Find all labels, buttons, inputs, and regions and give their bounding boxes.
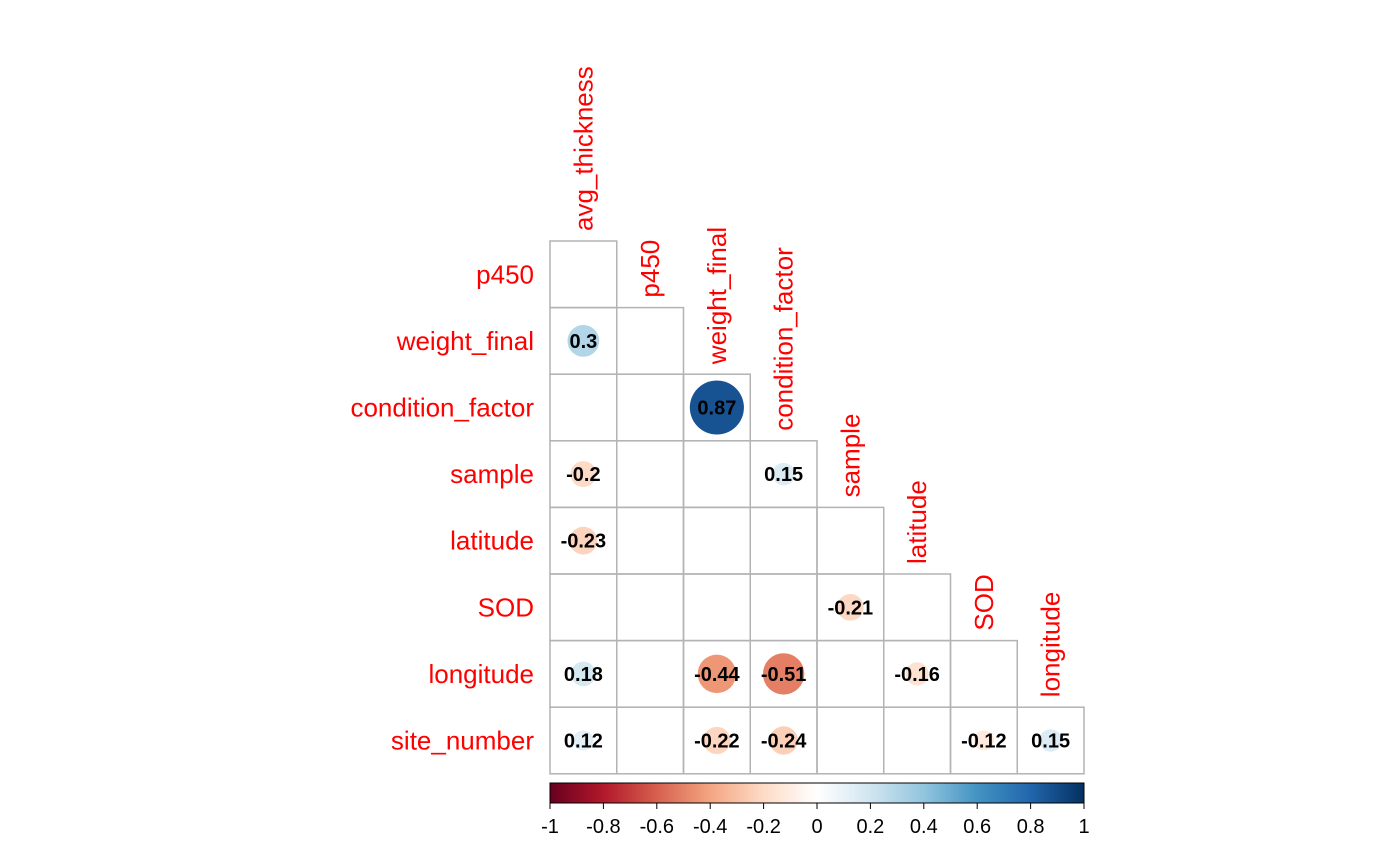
row-label-longitude: longitude: [428, 659, 534, 689]
value-label-sample-condition-factor: 0.15: [764, 464, 803, 486]
column-label-avg-thickness: avg_thickness: [568, 66, 598, 231]
cell-latitude-sample: [816, 506, 885, 575]
cell-p450-avg-thickness: [549, 240, 618, 309]
cell-condition-factor-p450: [616, 373, 685, 442]
column-label-sod: SOD: [969, 574, 999, 630]
colorbar-tick-label: -1: [541, 816, 559, 838]
value-label-site-number-condition-factor: -0.24: [761, 731, 807, 753]
colorbar-tick-label: -0.2: [746, 816, 780, 838]
value-label-site-number-avg-thickness: 0.12: [564, 731, 603, 753]
value-label-latitude-avg-thickness: -0.23: [561, 531, 607, 553]
cell-sod-p450: [616, 573, 685, 642]
circle-longitude-avg-thickness: [571, 661, 596, 687]
row-label-sample: sample: [450, 459, 534, 489]
circle-site-number-condition-factor: [769, 726, 798, 755]
cell-sod-avg-thickness: [549, 573, 618, 642]
cell-site-number-longitude: [1016, 706, 1085, 775]
cell-sod-latitude: [883, 573, 952, 642]
correlation-values: 0.3 0.87 -0.2 0.15 -0.23 -0.21 0.18 -0.44 -0.51 -…: [561, 331, 1071, 753]
cell-site-number-latitude: [883, 706, 952, 775]
circle-sample-avg-thickness: [570, 461, 597, 488]
colorbar: -1 -0.8 -0.6 -0.4 -0.2 0 0.2 0.4 0.6 0.8 1: [541, 782, 1090, 838]
row-label-condition-factor: condition_factor: [350, 393, 534, 423]
column-label-weight-final: weight_final: [702, 227, 732, 365]
value-label-sample-avg-thickness: -0.2: [566, 464, 600, 486]
value-label-site-number-weight-final: -0.22: [694, 731, 740, 753]
row-label-sod: SOD: [478, 592, 534, 622]
row-label-weight-final: weight_final: [396, 326, 534, 356]
cell-longitude-sod: [949, 639, 1018, 708]
colorbar-tick-label: 0: [811, 816, 822, 838]
cell-latitude-condition-factor: [749, 506, 818, 575]
circle-site-number-avg-thickness: [573, 730, 594, 751]
circle-condition-factor-weight-final: [689, 380, 744, 435]
cell-sample-weight-final: [682, 440, 751, 509]
circle-site-number-weight-final: [703, 726, 731, 755]
colorbar-tick-label: 1: [1078, 816, 1089, 838]
circle-sample-condition-factor: [772, 462, 795, 486]
column-label-condition-factor: condition_factor: [769, 247, 799, 431]
cell-longitude-p450: [616, 639, 685, 708]
colorbar-tick-label: 0.6: [963, 816, 991, 838]
cell-latitude-weight-final: [682, 506, 751, 575]
colorbar-tick-label: -0.8: [586, 816, 620, 838]
value-label-site-number-sod: -0.12: [961, 731, 1007, 753]
value-label-site-number-longitude: 0.15: [1031, 731, 1070, 753]
value-label-sod-sample: -0.21: [828, 597, 874, 619]
value-label-longitude-condition-factor: -0.51: [761, 664, 807, 686]
value-label-longitude-latitude: -0.16: [894, 664, 940, 686]
colorbar-tick-label: 0.4: [910, 816, 938, 838]
colorbar-tick-label: 0.8: [1017, 816, 1045, 838]
value-label-longitude-avg-thickness: 0.18: [564, 664, 603, 686]
cell-latitude-p450: [616, 506, 685, 575]
column-label-p450: p450: [635, 240, 665, 298]
colorbar-gradient: [549, 782, 1085, 804]
circle-sod-sample: [837, 594, 864, 621]
cell-grid: [549, 240, 1085, 775]
cell-site-number-p450: [616, 706, 685, 775]
value-label-longitude-weight-final: -0.44: [694, 664, 740, 686]
row-label-site-number: site_number: [391, 726, 534, 756]
correlation-circles: [567, 325, 1062, 755]
row-label-latitude: latitude: [450, 526, 534, 556]
cell-sod-condition-factor: [749, 573, 818, 642]
cell-longitude-sample: [816, 639, 885, 708]
column-labels: avg_thickness p450 weight_final condition_f…: [568, 66, 1065, 697]
column-label-longitude: longitude: [1036, 592, 1066, 698]
circle-longitude-condition-factor: [762, 653, 805, 695]
cell-sample-p450: [616, 440, 685, 509]
colorbar-tick-label: -0.6: [640, 816, 674, 838]
cell-weight-final-p450: [616, 306, 685, 375]
circle-site-number-sod: [973, 730, 994, 751]
cell-condition-factor-avg-thickness: [549, 373, 618, 442]
circle-weight-final-avg-thickness: [567, 325, 600, 357]
circle-site-number-longitude: [1039, 729, 1062, 752]
circle-latitude-avg-thickness: [569, 526, 598, 555]
column-label-latitude: latitude: [902, 480, 932, 564]
cell-site-number-sample: [816, 706, 885, 775]
column-label-sample: sample: [835, 414, 865, 498]
circle-longitude-weight-final: [697, 654, 737, 694]
colorbar-tick-label: -0.4: [693, 816, 727, 838]
value-label-weight-final-avg-thickness: 0.3: [569, 331, 597, 353]
value-label-condition-factor-weight-final: 0.87: [697, 398, 736, 420]
cell-sod-weight-final: [682, 573, 751, 642]
colorbar-tick-label: 0.2: [856, 816, 884, 838]
circle-longitude-latitude: [905, 662, 929, 686]
row-label-p450: p450: [476, 259, 534, 289]
